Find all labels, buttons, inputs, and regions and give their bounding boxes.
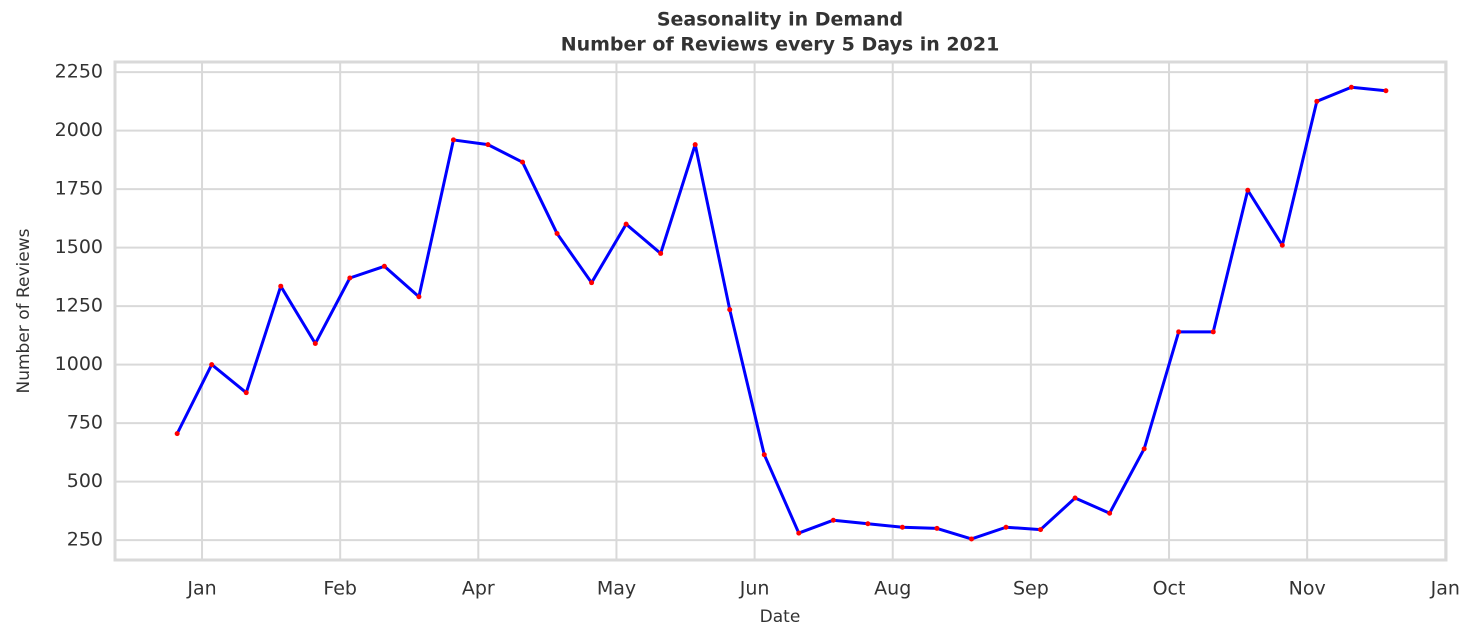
y-tick-label: 750 bbox=[67, 412, 103, 434]
data-point bbox=[450, 137, 456, 143]
x-tick-label: Apr bbox=[462, 578, 495, 600]
data-point bbox=[899, 524, 905, 530]
data-point bbox=[347, 275, 353, 281]
x-tick-label: Feb bbox=[323, 578, 357, 600]
x-tick-label: Nov bbox=[1289, 578, 1326, 600]
data-point bbox=[520, 159, 526, 165]
data-point bbox=[1141, 446, 1147, 452]
data-point bbox=[796, 530, 802, 536]
data-point bbox=[1107, 510, 1113, 516]
data-point bbox=[1279, 242, 1285, 248]
x-tick-label: Jan bbox=[186, 578, 216, 600]
data-point bbox=[692, 142, 698, 148]
data-point bbox=[1003, 524, 1009, 530]
chart-subtitle: Number of Reviews every 5 Days in 2021 bbox=[561, 34, 1000, 56]
data-point bbox=[1348, 84, 1354, 90]
x-axis-label: Date bbox=[760, 607, 801, 627]
data-point bbox=[381, 263, 387, 269]
data-point bbox=[865, 521, 871, 527]
y-tick-label: 2000 bbox=[55, 119, 103, 141]
x-tick-label: Sep bbox=[1013, 578, 1049, 600]
data-point bbox=[1383, 88, 1389, 94]
data-point bbox=[934, 525, 940, 531]
data-point bbox=[1072, 495, 1078, 501]
data-point bbox=[278, 283, 284, 289]
plot-frame bbox=[113, 60, 1448, 562]
data-line bbox=[175, 85, 1387, 541]
y-tick-label: 1250 bbox=[55, 295, 103, 317]
data-point bbox=[174, 431, 180, 437]
y-tick-label: 1750 bbox=[55, 178, 103, 200]
chart-title: Seasonality in Demand bbox=[657, 9, 903, 31]
data-point bbox=[589, 280, 595, 286]
x-tick-label: Jun bbox=[739, 578, 770, 600]
data-point bbox=[623, 221, 629, 227]
data-point bbox=[1245, 187, 1251, 193]
data-point bbox=[485, 142, 491, 148]
data-point bbox=[1314, 98, 1320, 104]
y-axis-label: Number of Reviews bbox=[14, 228, 34, 393]
x-tick-label: Jan bbox=[1430, 578, 1460, 600]
y-tick-label: 500 bbox=[67, 470, 103, 492]
data-point bbox=[243, 390, 249, 396]
y-tick-label: 2250 bbox=[55, 61, 103, 83]
data-point bbox=[1176, 329, 1182, 335]
x-tick-label: May bbox=[597, 578, 636, 600]
y-tick-label: 1000 bbox=[55, 353, 103, 375]
data-point bbox=[727, 307, 733, 313]
x-tick-label: Oct bbox=[1153, 578, 1186, 600]
y-tick-label: 1500 bbox=[55, 236, 103, 258]
data-point bbox=[416, 294, 422, 300]
data-point bbox=[554, 231, 560, 237]
data-point bbox=[761, 452, 767, 458]
data-point bbox=[658, 250, 664, 256]
y-tick-label: 250 bbox=[67, 529, 103, 551]
data-point bbox=[1210, 329, 1216, 335]
data-point bbox=[1038, 527, 1044, 533]
data-point bbox=[209, 362, 215, 368]
x-tick-label: Aug bbox=[874, 578, 911, 600]
data-point bbox=[968, 536, 974, 542]
data-point bbox=[312, 341, 318, 347]
data-point bbox=[830, 517, 836, 523]
